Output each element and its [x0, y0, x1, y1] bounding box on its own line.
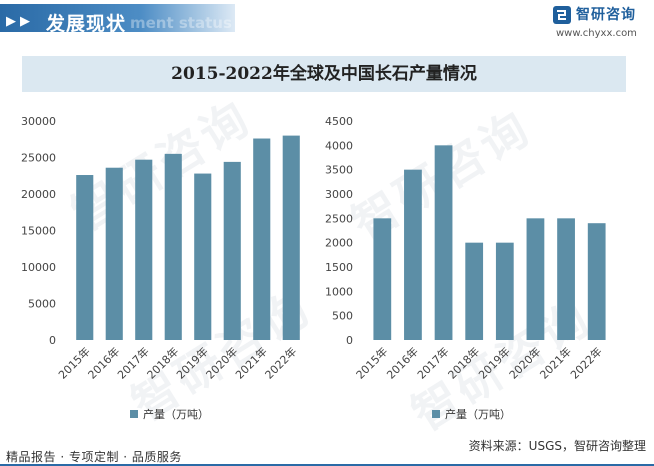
chart-title: 2015-2022年全球及中国长石产量情况 [171, 64, 477, 84]
bar [105, 167, 123, 340]
y-tick-label: 0 [346, 334, 353, 347]
bar [434, 145, 453, 340]
y-tick-label: 5000 [28, 298, 56, 311]
source-note: 资料来源：USGS，智研咨询整理 [468, 439, 646, 453]
legend-swatch [130, 410, 138, 418]
brand-url: www.chyxx.com [556, 28, 637, 39]
y-tick-label: 15000 [21, 225, 56, 238]
bar [557, 218, 575, 340]
bar [253, 138, 271, 340]
legend-label: 产量（万吨） [143, 407, 209, 421]
chart-title-bar: 2015-2022年全球及中国长石产量情况 [22, 56, 626, 92]
bar [76, 175, 94, 340]
y-tick-label: 4000 [325, 139, 353, 152]
x-tick-label: 2017年 [414, 344, 451, 381]
y-tick-label: 4500 [325, 115, 353, 128]
bar [526, 218, 545, 340]
x-tick-label: 2019年 [475, 344, 512, 381]
bar [223, 161, 241, 340]
section-title: 发展现状 [46, 13, 127, 35]
y-tick-label: 2500 [325, 212, 353, 225]
section-badge: ▶ ▶ 发展现状 ment status [0, 4, 235, 35]
y-tick-label: 30000 [21, 115, 56, 128]
bar [194, 173, 212, 340]
bar [495, 242, 514, 340]
y-tick-label: 20000 [21, 188, 56, 201]
brand-name: 智研咨询 [576, 7, 636, 23]
x-tick-label: 2020年 [506, 344, 543, 381]
legend-swatch [432, 410, 440, 418]
footer-slogan: 精品报告 · 专项定制 · 品质服务 [6, 450, 182, 464]
y-tick-label: 2000 [325, 237, 353, 250]
y-tick-label: 10000 [21, 261, 56, 274]
x-tick-label: 2022年 [567, 344, 604, 381]
bar [164, 153, 182, 340]
y-tick-label: 25000 [21, 152, 56, 165]
y-tick-label: 1500 [325, 261, 353, 274]
bar [373, 218, 392, 340]
bar [465, 242, 484, 340]
x-tick-label: 2021年 [537, 344, 574, 381]
bar [135, 159, 153, 340]
y-tick-label: 0 [49, 334, 56, 347]
header-bar: ▶ ▶ 发展现状 ment status 智研咨询 www.chyxx.com [0, 0, 654, 44]
chevron-right-icon: ▶ [20, 14, 30, 29]
brand-logo-icon [553, 6, 571, 24]
x-tick-label: 2016年 [384, 344, 421, 381]
x-tick-label: 2018年 [445, 344, 482, 381]
y-tick-label: 3500 [325, 164, 353, 177]
bar [282, 135, 300, 340]
y-tick-label: 1000 [325, 285, 353, 298]
x-tick-label: 2015年 [353, 344, 390, 381]
footer-divider [0, 464, 654, 466]
section-subtitle: ment status [130, 14, 232, 32]
y-tick-label: 500 [332, 310, 353, 323]
bar [404, 169, 422, 340]
legend-label: 产量（万吨） [445, 407, 511, 421]
y-tick-label: 3000 [325, 188, 353, 201]
bar [587, 223, 606, 340]
chevron-right-icon: ▶ [6, 14, 16, 29]
